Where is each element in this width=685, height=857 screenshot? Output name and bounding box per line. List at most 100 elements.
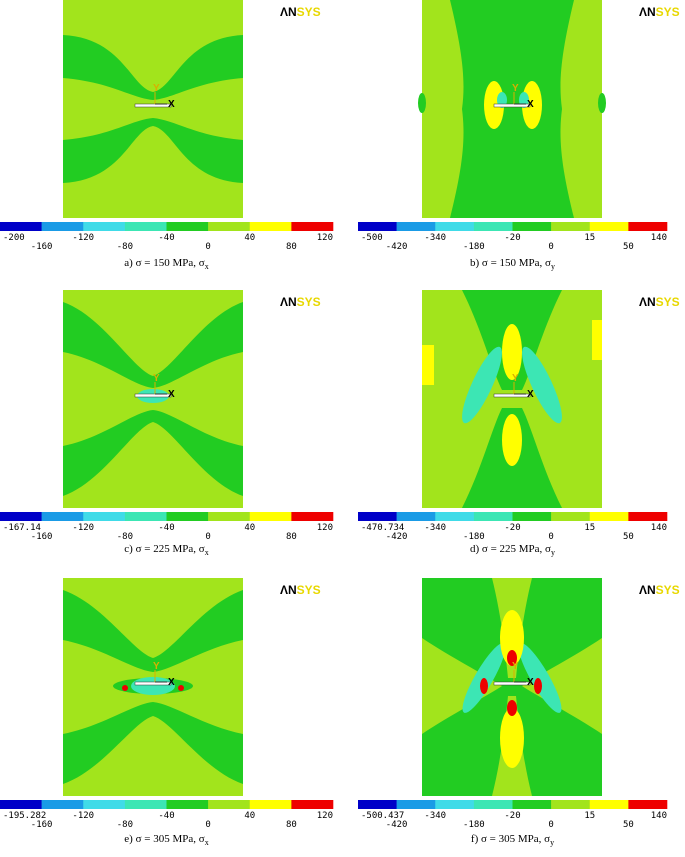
caption-text: c) σ = 225 MPa, σ [124,543,204,555]
colorbar-segment [628,512,668,521]
legend-label: 15 [584,523,595,533]
region [500,610,524,666]
crack [134,103,172,108]
contour-plot: YX [63,290,243,508]
region [480,678,488,694]
triad-label: Y [512,661,519,672]
colorbar-segment [589,800,629,809]
legend-label: 120 [317,811,333,821]
triad-label: Y [512,373,519,384]
colorbar-segment [551,512,591,521]
triad-label: X [168,389,175,400]
region [422,345,434,385]
region [522,346,562,424]
legend-label: 15 [584,233,595,243]
panel: YX ΛNSYS -500.437-420 -340 -180 -20 0 15 50 140 f)… [358,578,680,847]
crack [493,681,531,686]
legend-label: -160 [31,820,53,830]
caption: c) σ = 225 MPa, σx [124,543,208,557]
caption: e) σ = 305 MPa, σx [124,833,208,847]
legend-label: 50 [623,532,634,542]
legend-label: 40 [244,233,255,243]
colorbar-segment [41,512,84,521]
region [422,578,602,796]
contour-plot: YX [422,290,602,508]
logo-part: SYS [656,295,680,309]
legend-label: 140 [651,523,667,533]
crack [134,393,172,398]
colorbar-segment [358,800,397,809]
region [518,643,562,713]
region [63,590,243,672]
logo-part: SYS [297,5,321,19]
colorbar-segment [124,512,167,521]
region [534,678,542,694]
triad-label: X [527,677,534,688]
legend-label: -167.14 [3,523,41,533]
crack [493,393,531,398]
legend-label: -180 [463,532,485,542]
contour-plot: YX [422,578,602,796]
colorbar-segment [291,512,334,521]
colorbar-segment [628,800,668,809]
triad-label: X [168,99,175,110]
caption-subscript: y [551,262,555,271]
region [418,93,426,113]
legend-label: 0 [205,820,210,830]
colorbar-segment [249,512,292,521]
legend-label: -420 [386,532,408,542]
panel: YX ΛNSYS -470.734-420 -340 -180 -20 0 15 50 140 d)… [358,290,680,557]
colorbar-segment [124,800,167,809]
region [500,708,524,768]
colorbar-segment [512,222,552,231]
region [450,0,574,218]
colorbar-segment [358,222,397,231]
colorbar-segment [589,512,629,521]
legend-label: -40 [158,523,174,533]
legend-label: -20 [504,811,520,821]
region [598,93,606,113]
legend-label: 120 [317,523,333,533]
caption: d) σ = 225 MPa, σy [470,543,555,557]
legend-label: -500 [361,233,383,243]
legend-label: -120 [72,811,94,821]
legend-label: -340 [424,233,446,243]
logo-part: ΛN [639,5,656,19]
caption-subscript: x [205,838,209,847]
colorbar-segment [473,800,513,809]
legend-label: 80 [286,532,297,542]
legend-label: 0 [205,242,210,252]
region [522,81,542,129]
region [507,650,517,666]
colorbar-segment [291,222,334,231]
colorbar-segment [396,800,436,809]
triad-label: X [168,677,175,688]
legend-label: 0 [548,242,553,252]
region [462,346,502,424]
legend-label: 50 [623,820,634,830]
caption-subscript: y [551,548,555,557]
region [178,685,184,691]
legend-label: -180 [463,820,485,830]
caption-text: b) σ = 150 MPa, σ [470,257,551,269]
colorbar-segment [83,512,126,521]
caption-text: e) σ = 305 MPa, σ [124,833,204,845]
logo: ΛNSYS [639,5,680,19]
legend-label: 0 [548,820,553,830]
crack [134,681,172,686]
panel: YX ΛNSYS -200 -160 -120 -80 -40 0 40 80 120 a) σ = … [0,0,334,271]
caption-subscript: x [205,262,209,271]
legend-label: -180 [463,242,485,252]
legend-label: -200 [3,233,25,243]
legend-label: -80 [117,242,133,252]
colorbar-segment [83,222,126,231]
legend-label: 15 [584,811,595,821]
caption-text: f) σ = 305 MPa, σ [471,833,550,845]
legend-label: 120 [317,233,333,243]
colorbar-segment [166,800,209,809]
logo-part: ΛN [280,5,297,19]
caption-text: d) σ = 225 MPa, σ [470,543,551,555]
triad-label: X [527,389,534,400]
caption: b) σ = 150 MPa, σy [470,257,555,271]
